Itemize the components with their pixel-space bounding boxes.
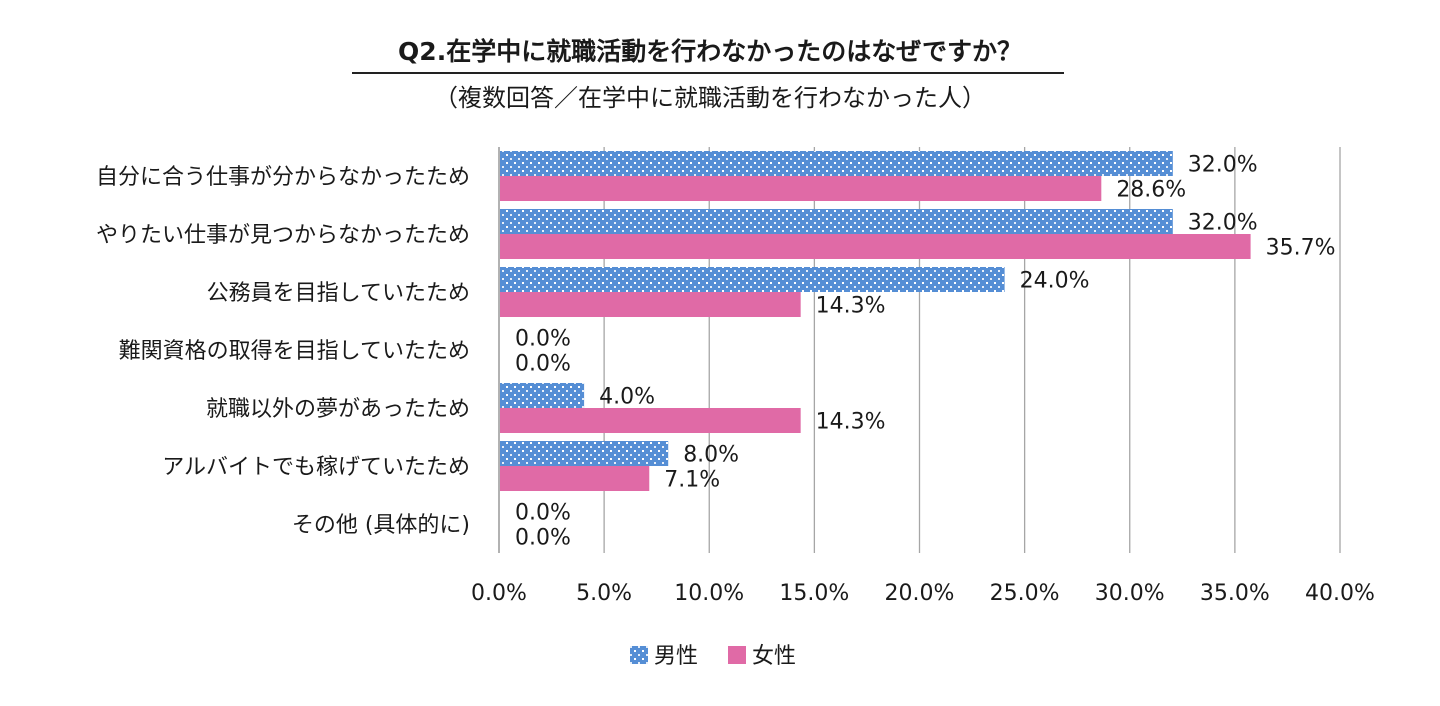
data-label: 35.7% — [1266, 236, 1336, 261]
bar-male — [500, 267, 1005, 292]
category-label: 就職以外の夢があったため — [206, 397, 470, 422]
category-label: アルバイトでも稼げていたため — [162, 455, 470, 480]
bar-male — [500, 209, 1173, 234]
data-label: 14.3% — [816, 410, 886, 435]
x-tick-label: 40.0% — [1305, 581, 1375, 606]
legend-swatch-male — [630, 646, 648, 664]
bar-male — [500, 151, 1173, 176]
bar-male — [500, 383, 585, 408]
data-label: 14.3% — [816, 294, 886, 319]
data-label: 28.6% — [1116, 178, 1186, 203]
category-label: やりたい仕事が見つからなかったため — [96, 223, 470, 248]
data-label: 8.0% — [683, 443, 739, 468]
data-label: 0.0% — [515, 501, 571, 526]
legend-label: 女性 — [752, 644, 796, 669]
category-label: 自分に合う仕事が分からなかったため — [96, 165, 470, 190]
x-tick-label: 15.0% — [779, 581, 849, 606]
category-label: 公務員を目指していたため — [207, 281, 470, 306]
data-label: 32.0% — [1188, 153, 1258, 178]
data-label: 0.0% — [515, 526, 571, 551]
data-label: 0.0% — [515, 327, 571, 352]
category-label: 難関資格の取得を目指していたため — [119, 339, 470, 364]
x-tick-label: 0.0% — [471, 581, 527, 606]
bar-female — [500, 292, 801, 317]
x-tick-label: 30.0% — [1095, 581, 1165, 606]
bar-female — [500, 176, 1102, 201]
x-tick-label: 25.0% — [990, 581, 1060, 606]
data-label: 32.0% — [1188, 211, 1258, 236]
chart-subtitle: （複数回答／在学中に就職活動を行わなかった人） — [434, 84, 986, 112]
x-tick-label: 20.0% — [885, 581, 955, 606]
data-label: 24.0% — [1020, 269, 1090, 294]
category-label: その他 (具体的に) — [292, 513, 470, 538]
data-label: 7.1% — [664, 468, 720, 493]
legend-swatch-female — [728, 646, 746, 664]
legend-label: 男性 — [654, 644, 698, 669]
bar-female — [500, 234, 1251, 259]
bar-female — [500, 466, 650, 491]
x-tick-label: 35.0% — [1200, 581, 1270, 606]
title-underline — [352, 72, 1064, 74]
x-tick-label: 10.0% — [674, 581, 744, 606]
x-tick-label: 5.0% — [576, 581, 632, 606]
data-label: 0.0% — [515, 352, 571, 377]
bar-female — [500, 408, 801, 433]
chart-title: Q2.在学中に就職活動を行わなかったのはなぜですか？ — [398, 37, 1022, 66]
bar-male — [500, 441, 669, 466]
data-label: 4.0% — [599, 385, 655, 410]
